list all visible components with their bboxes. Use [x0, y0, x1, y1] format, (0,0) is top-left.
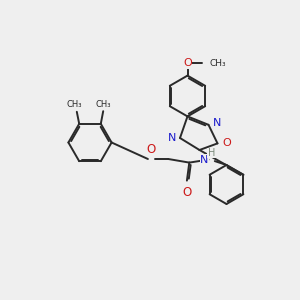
Text: O: O	[146, 143, 155, 156]
Text: O: O	[183, 58, 192, 68]
Text: CH₃: CH₃	[95, 100, 111, 109]
Text: CH₃: CH₃	[66, 100, 82, 109]
Text: H: H	[208, 148, 215, 158]
Text: O: O	[222, 138, 231, 148]
Text: CH₃: CH₃	[209, 58, 226, 68]
Text: N: N	[200, 154, 208, 165]
Text: O: O	[182, 186, 191, 199]
Text: N: N	[213, 118, 221, 128]
Text: N: N	[167, 133, 176, 143]
